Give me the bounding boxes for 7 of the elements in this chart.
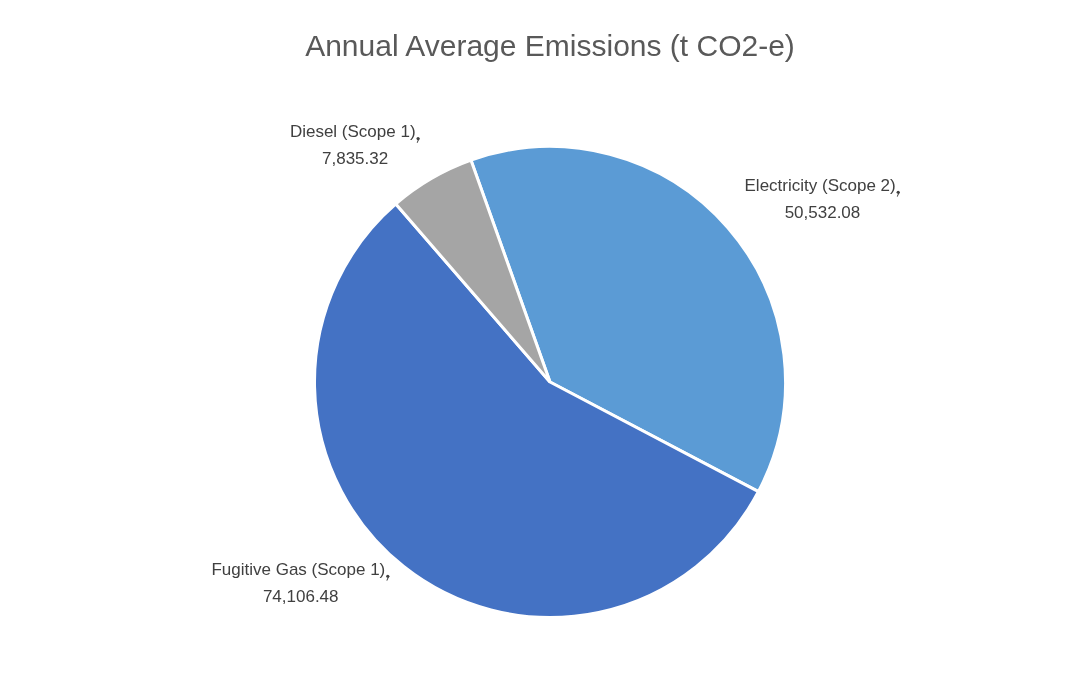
slice-label: Electricity (Scope 2) <box>744 175 896 195</box>
data-label: 50,532.08 <box>784 202 861 222</box>
data-label: 7,835.32 <box>322 149 389 169</box>
data-label: 74,106.48 <box>262 586 339 606</box>
slice-label: Diesel (Scope 1) <box>289 122 416 142</box>
chart-title: Annual Average Emissions (t CO2-e) <box>305 29 795 63</box>
slice-label: Fugitive Gas (Scope 1) <box>211 559 386 579</box>
